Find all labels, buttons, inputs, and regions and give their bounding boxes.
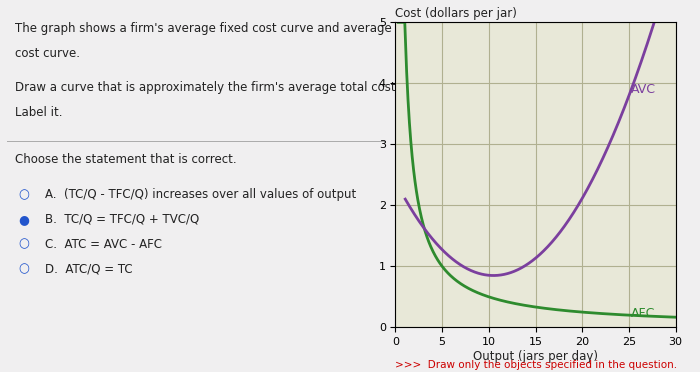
Text: ○: ○ <box>18 238 29 251</box>
Text: cost curve.: cost curve. <box>15 47 80 60</box>
X-axis label: Output (jars per day): Output (jars per day) <box>473 350 598 363</box>
Text: AFC: AFC <box>631 307 655 320</box>
Text: Draw a curve that is approximately the firm's average total cost curve.: Draw a curve that is approximately the f… <box>15 81 436 94</box>
Text: Label it.: Label it. <box>15 106 62 119</box>
Text: ○: ○ <box>18 262 29 275</box>
Text: The graph shows a firm's average fixed cost curve and average variable: The graph shows a firm's average fixed c… <box>15 22 443 35</box>
Text: ●: ● <box>18 213 29 226</box>
Text: B.  TC/Q = TFC/Q + TVC/Q: B. TC/Q = TFC/Q + TVC/Q <box>45 213 199 226</box>
Text: Cost (dollars per jar): Cost (dollars per jar) <box>395 7 517 20</box>
Text: AVC: AVC <box>631 83 656 96</box>
Text: ○: ○ <box>18 188 29 201</box>
Text: Choose the statement that is correct.: Choose the statement that is correct. <box>15 153 236 166</box>
Text: >>>  Draw only the objects specified in the question.: >>> Draw only the objects specified in t… <box>395 360 678 370</box>
Text: C.  ATC = AVC - AFC: C. ATC = AVC - AFC <box>45 238 162 251</box>
Text: A.  (TC/Q - TFC/Q) increases over all values of output: A. (TC/Q - TFC/Q) increases over all val… <box>45 188 356 201</box>
Text: D.  ATC/Q = TC: D. ATC/Q = TC <box>45 262 132 275</box>
